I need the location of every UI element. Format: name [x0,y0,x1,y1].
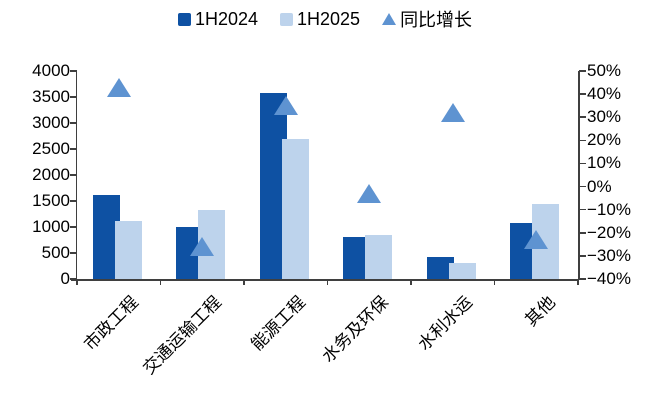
x-axis-label-text-c4: 水利水运 [414,292,476,355]
left-axis-tick [70,252,77,254]
right-axis-tick-label: −10% [587,199,631,219]
yoy-marker-c4 [440,103,465,123]
left-axis-tick-label: 500 [41,243,70,262]
left-axis-tick-label: 2500 [32,139,70,158]
right-axis-tick-label: 0% [587,176,612,196]
legend-label-1h2024: 1H2024 [194,8,258,29]
yoy-marker-c5 [524,230,549,250]
left-axis-tick-label: 4000 [32,61,70,80]
left-axis-tick-label: 0 [60,269,70,288]
left-axis-tick [70,278,77,280]
yoy-marker-c0 [106,77,131,97]
left-axis-tick [70,96,77,98]
x-axis-label-text-c1: 交通运输工程 [139,292,226,379]
bar-1h2025-c2 [281,138,309,279]
legend-label-yoy: 同比增长 [400,10,473,30]
yoy-marker-c1 [190,237,215,257]
x-axis-line [71,279,578,281]
left-axis-tick [70,226,77,228]
right-axis-tick [579,278,586,280]
x-axis-label-text-c0: 市政工程 [80,292,142,355]
legend-square-icon-1h2024 [177,12,191,26]
right-axis-tick-label: −40% [587,269,631,288]
right-axis-tick-label: 20% [587,130,622,150]
legend-item-1h2024: 1H2024 [177,8,258,30]
right-axis-tick-label: 40% [587,84,622,104]
right-axis-tick [579,70,586,72]
bar-1h2024-c4 [426,257,454,279]
legend-item-yoy: 同比增长 [382,6,472,32]
right-axis-tick-label: −30% [587,245,631,265]
left-axis-tick [70,174,77,176]
x-axis-tick [76,279,78,285]
x-axis-tick [159,279,162,285]
yoy-marker-c2 [273,96,298,116]
right-axis-tick-label: 10% [587,153,622,173]
x-axis-tick [493,279,496,285]
left-axis-tick [70,200,77,202]
bar-1h2025-c3 [365,235,393,279]
left-axis-tick-label: 1000 [32,217,70,236]
right-axis-tick-label: −20% [587,222,631,242]
right-axis-tick [579,116,586,118]
left-axis-tick-label: 2000 [32,165,70,184]
legend-item-1h2025: 1H2025 [280,9,360,30]
bar-1h2025-c0 [114,221,142,279]
legend: 1H2024 1H2025 同比增长 [0,6,650,32]
legend-square-icon-1h2025 [280,12,293,26]
x-axis-label-text-c5: 其他 [521,292,560,331]
x-axis-label-text-c3: 水务及环保 [318,292,393,367]
x-axis-tick [326,279,329,285]
legend-label-1h2025: 1H2025 [297,8,361,29]
right-axis-line [578,71,580,279]
yoy-marker-c3 [357,183,382,203]
left-axis-tick [70,70,77,72]
right-axis-tick [579,232,586,234]
legend-triangle-icon-yoy [382,13,397,25]
right-axis-tick [579,255,586,257]
bar-1h2025-c4 [448,263,476,279]
left-axis-tick-label: 3500 [32,87,70,106]
right-axis-tick [579,139,586,142]
right-axis-tick-label: 50% [587,61,622,80]
left-axis-tick-label: 1500 [32,191,70,210]
x-axis-tick [410,279,412,285]
right-axis-tick-label: 30% [587,107,622,127]
x-axis-tick [243,279,245,285]
x-axis-label-text-c2: 能源工程 [247,292,309,355]
right-axis-tick [579,185,586,188]
right-axis-tick [579,93,586,95]
left-axis-tick [70,122,77,124]
left-axis-tick-label: 3000 [32,113,70,132]
right-axis-tick [579,208,586,211]
right-axis-tick [579,162,586,165]
x-axis-tick [577,279,579,285]
left-axis-tick [70,148,77,150]
